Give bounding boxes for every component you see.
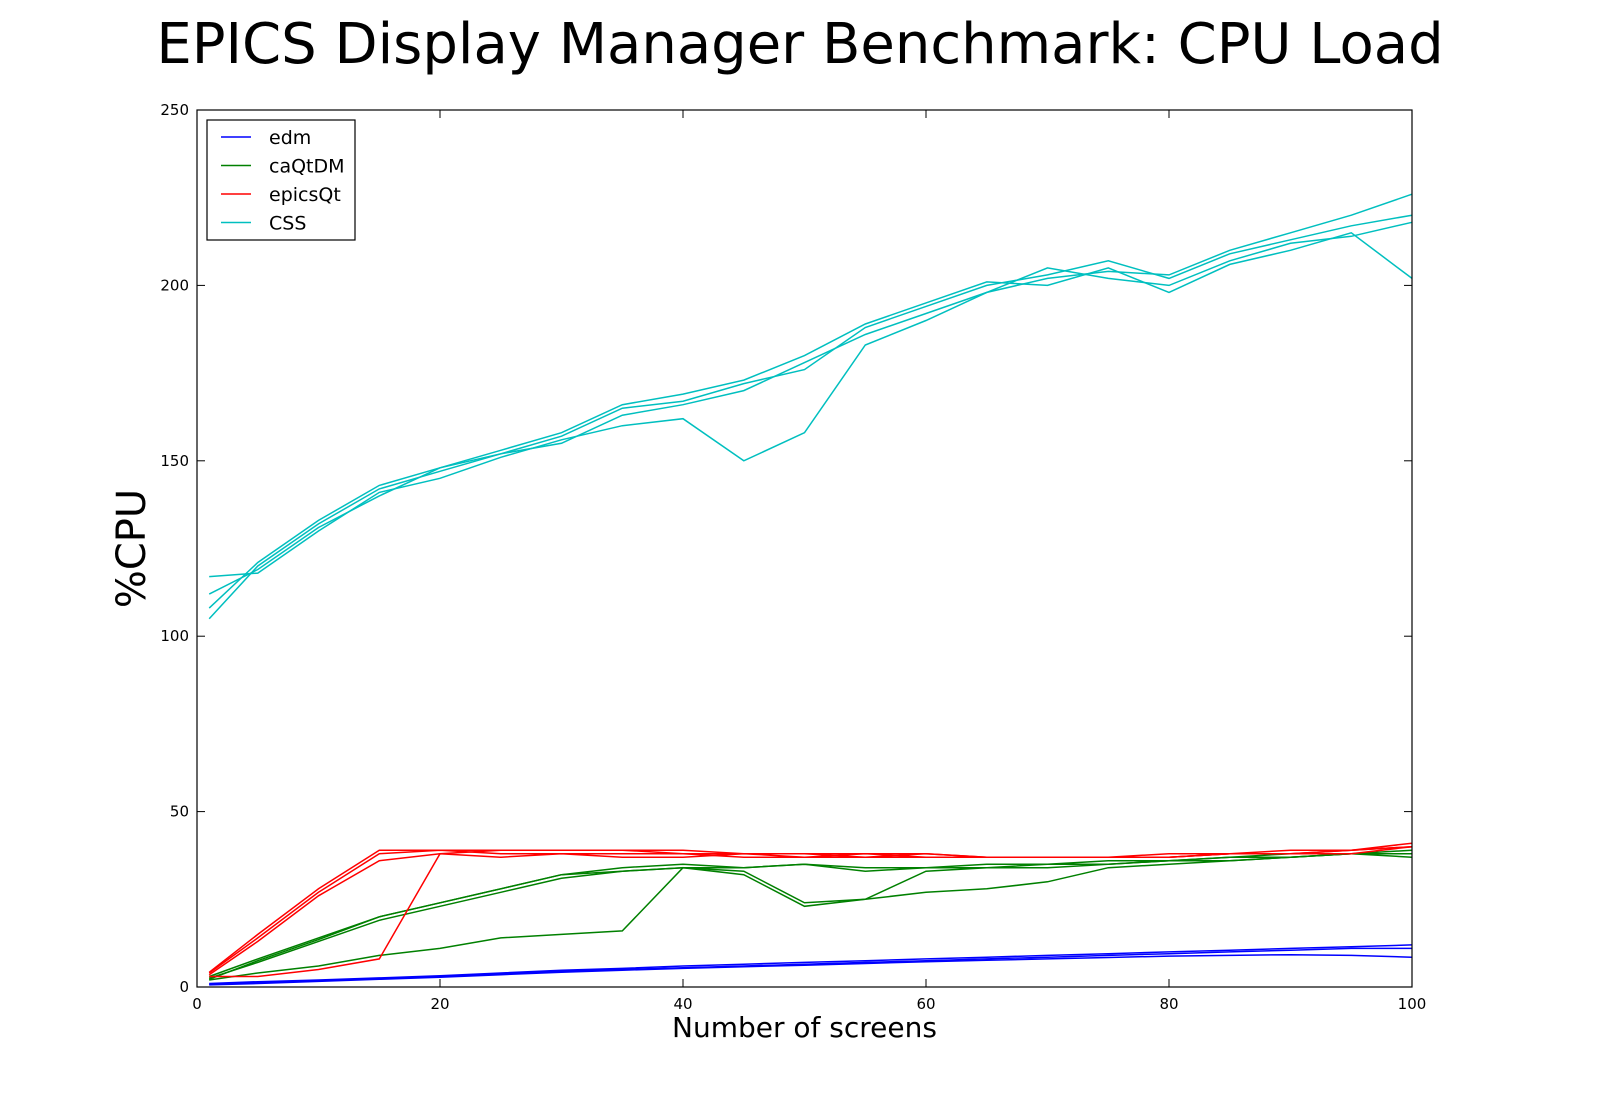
- legend-box: [206, 119, 356, 241]
- series-line-epicsqt-run-4: [208, 845, 1413, 973]
- series-line-epicsqt-run-3: [209, 842, 1413, 978]
- x-tick-label: 0: [192, 995, 202, 1013]
- y-tick-label: 150: [160, 452, 189, 470]
- legend-label-css: CSS: [269, 213, 306, 235]
- x-axis-label: Number of screens: [672, 1011, 937, 1044]
- series-line-caqtdm-run-1: [208, 849, 1413, 978]
- x-tick-label: 20: [430, 995, 449, 1013]
- y-tick-label: 100: [160, 627, 189, 645]
- chart-title: EPICS Display Manager Benchmark: CPU Loa…: [156, 12, 1444, 77]
- ticks-layer: 0 20 40 60 80 100 0 50 100 150 200 250: [160, 101, 1426, 1013]
- series-line-edm-run-3: [209, 953, 1413, 986]
- y-tick-label: 0: [179, 978, 189, 996]
- legend-label-edm: edm: [269, 127, 311, 149]
- series-line-caqtdm-run-4: [208, 852, 1413, 981]
- series-layer: [208, 193, 1413, 986]
- y-tick-label: 200: [160, 276, 189, 294]
- x-tick-label: 40: [673, 995, 692, 1013]
- y-axis-label: %CPU: [109, 489, 155, 608]
- series-line-epicsqt-run-2: [208, 845, 1413, 976]
- legend: edm caQtDM epicsQt CSS: [206, 119, 356, 241]
- plot-frame: [196, 109, 1413, 988]
- series-line-css-run-3: [209, 221, 1413, 578]
- series-line-css-run-1: [208, 193, 1413, 620]
- x-tick-label: 80: [1159, 995, 1178, 1013]
- x-tick-label: 100: [1398, 995, 1427, 1013]
- x-tick-label: 60: [916, 995, 935, 1013]
- series-line-caqtdm-run-3: [209, 852, 1412, 981]
- y-tick-label: 250: [160, 101, 189, 119]
- series-line-css-run-2: [208, 214, 1413, 595]
- series-line-caqtdm-run-2: [208, 852, 1412, 979]
- legend-label-caqtdm: caQtDM: [269, 156, 345, 178]
- legend-label-epicsqt: epicsQt: [269, 184, 341, 206]
- series-line-css-run-4: [208, 231, 1413, 609]
- y-tick-label: 50: [170, 803, 189, 821]
